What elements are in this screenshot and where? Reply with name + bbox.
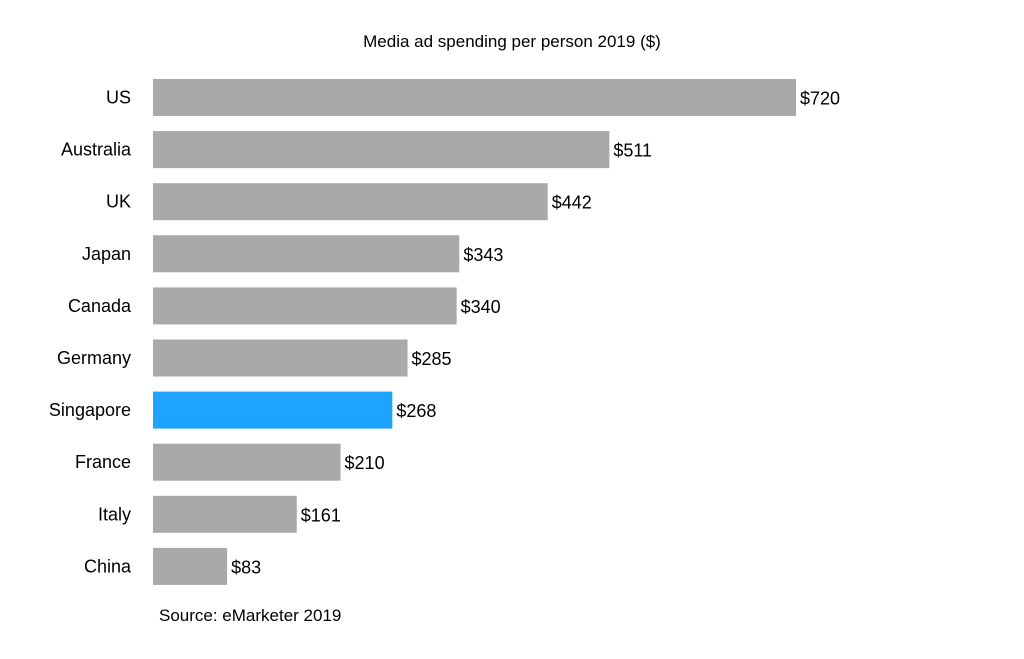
value-label: $161 bbox=[301, 505, 341, 525]
bar-uk bbox=[153, 183, 548, 221]
bar-japan bbox=[153, 235, 460, 273]
category-label: US bbox=[106, 88, 131, 108]
bar-canada bbox=[153, 287, 457, 325]
category-label: Canada bbox=[68, 296, 132, 316]
category-label: UK bbox=[106, 192, 131, 212]
value-label: $720 bbox=[800, 89, 840, 109]
chart-title: Media ad spending per person 2019 ($) bbox=[363, 32, 661, 51]
source-note: Source: eMarketer 2019 bbox=[159, 606, 341, 625]
category-label: France bbox=[75, 452, 131, 472]
category-label: Japan bbox=[82, 244, 131, 264]
category-label: China bbox=[84, 556, 132, 576]
value-label: $343 bbox=[463, 245, 503, 265]
value-label: $285 bbox=[412, 349, 452, 369]
value-label: $511 bbox=[613, 141, 652, 161]
value-label: $442 bbox=[552, 193, 592, 213]
category-label: Singapore bbox=[49, 400, 131, 420]
category-label: Germany bbox=[57, 348, 131, 368]
bar-italy bbox=[153, 495, 297, 533]
bar-france bbox=[153, 443, 341, 481]
value-label: $210 bbox=[345, 453, 385, 473]
category-label: Italy bbox=[98, 504, 131, 524]
bar-china bbox=[153, 547, 228, 585]
bar-us bbox=[153, 79, 796, 116]
category-label: Australia bbox=[61, 140, 132, 160]
value-label: $83 bbox=[231, 557, 261, 577]
bar-germany bbox=[153, 339, 408, 377]
bar-australia bbox=[153, 131, 610, 169]
value-label: $268 bbox=[396, 401, 436, 421]
value-label: $340 bbox=[461, 297, 501, 317]
bar-singapore bbox=[153, 391, 393, 429]
